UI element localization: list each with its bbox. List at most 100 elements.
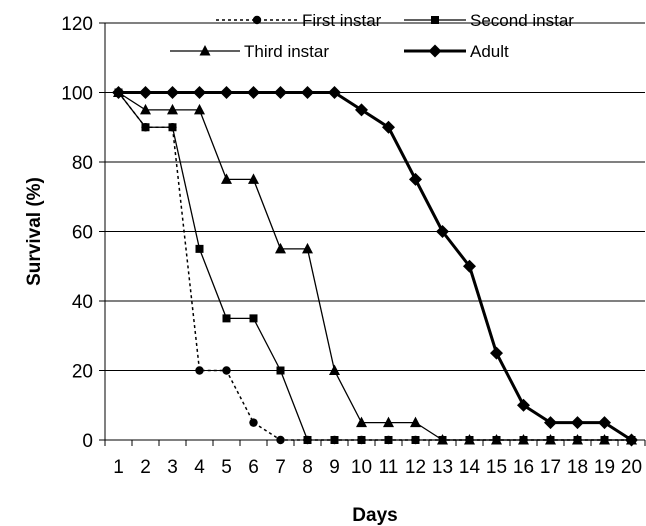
legend-marker-adult (428, 44, 442, 58)
x-tick-label: 7 (275, 457, 286, 478)
data-point-third-instar (302, 242, 313, 254)
data-point-third-instar (410, 416, 421, 428)
series-line-adult (118, 91, 633, 442)
x-tick-label: 3 (167, 457, 178, 478)
data-point-adult (571, 416, 584, 430)
data-point-third-instar (329, 364, 340, 375)
legend-label-second-instar: Second instar (470, 11, 574, 30)
x-tick-label: 2 (140, 457, 151, 478)
data-point-first-instar (276, 435, 285, 445)
x-tick-label: 17 (540, 457, 561, 478)
data-point-second-instar (141, 123, 150, 132)
x-tick-label: 14 (459, 457, 481, 478)
data-point-second-instar (384, 436, 393, 444)
y-tick-label: 100 (61, 84, 93, 105)
data-point-adult (112, 86, 125, 99)
data-series (112, 86, 638, 447)
x-axis-title: Days (352, 505, 397, 526)
legend-marker-first-instar (252, 15, 262, 25)
x-tick-label: 5 (221, 457, 232, 478)
x-tick-label: 9 (329, 457, 340, 478)
data-point-adult (382, 120, 395, 134)
y-axis-ticks: 0 20 40 60 80 100 120 (61, 14, 105, 452)
data-point-adult (625, 433, 638, 447)
legend-item-adult: Adult (404, 42, 509, 61)
data-point-third-instar (437, 434, 448, 445)
data-point-third-instar (491, 434, 502, 445)
x-tick-label: 10 (351, 457, 372, 478)
y-axis-title: Survival (%) (24, 177, 45, 286)
data-point-third-instar (275, 242, 286, 254)
data-point-first-instar (222, 366, 231, 375)
x-tick-label: 6 (248, 457, 259, 478)
data-point-third-instar (464, 434, 475, 445)
data-point-adult (301, 86, 314, 99)
data-point-adult (517, 398, 530, 412)
data-point-second-instar (303, 436, 312, 444)
data-point-adult (166, 86, 179, 99)
legend-marker-second-instar (431, 16, 439, 24)
legend-label-third-instar: Third instar (244, 42, 329, 61)
data-point-third-instar (221, 173, 232, 184)
data-point-adult (139, 86, 152, 99)
data-point-third-instar (167, 103, 178, 115)
data-point-second-instar (222, 314, 231, 323)
data-point-adult (598, 416, 611, 430)
series-adult (112, 86, 638, 447)
x-tick-label: 20 (621, 457, 642, 478)
series-line-first-instar (117, 92, 632, 441)
x-tick-label: 4 (194, 457, 205, 478)
data-point-third-instar (599, 434, 610, 445)
x-tick-label: 16 (513, 457, 534, 478)
legend-label-first-instar: First instar (302, 11, 382, 30)
data-point-adult (247, 86, 260, 99)
series-third-instar (113, 86, 637, 445)
x-tick-label: 11 (379, 457, 399, 478)
legend-item-second-instar: Second instar (404, 11, 574, 30)
data-point-second-instar (249, 314, 258, 323)
data-point-first-instar (195, 366, 204, 375)
data-point-third-instar (383, 416, 394, 428)
gridlines (105, 22, 645, 371)
legend-marker-third-instar (199, 45, 211, 56)
y-tick-label: 60 (72, 223, 93, 244)
x-tick-label: 15 (486, 457, 507, 478)
data-point-adult (463, 259, 476, 273)
y-tick-label: 0 (82, 431, 93, 452)
data-point-adult (193, 86, 206, 99)
data-point-adult (328, 86, 341, 99)
x-tick-label: 1 (113, 457, 124, 478)
series-line-third-instar (118, 91, 632, 441)
data-point-third-instar (356, 416, 367, 428)
y-tick-label: 80 (72, 153, 93, 174)
data-point-first-instar (249, 418, 258, 427)
series-line-second-instar (117, 92, 632, 441)
data-point-third-instar (140, 103, 151, 115)
data-point-third-instar (545, 434, 556, 445)
data-point-second-instar (330, 436, 339, 444)
data-point-adult (436, 225, 449, 238)
data-point-third-instar (248, 173, 259, 184)
data-point-third-instar (194, 103, 205, 115)
data-point-adult (220, 86, 233, 99)
data-point-adult (409, 172, 422, 186)
data-point-adult (274, 86, 287, 99)
data-point-adult (490, 346, 503, 360)
x-tick-label: 19 (594, 457, 615, 478)
y-tick-label: 20 (72, 362, 93, 383)
x-tick-label: 13 (432, 457, 453, 478)
data-point-second-instar (195, 244, 204, 253)
series-first-instar (114, 88, 636, 445)
data-point-third-instar (518, 434, 529, 445)
data-point-second-instar (276, 366, 285, 375)
data-point-adult (355, 103, 368, 117)
series-second-instar (114, 88, 636, 444)
data-point-second-instar (168, 123, 177, 132)
data-point-third-instar (572, 434, 583, 445)
legend: First instar Second instar Third instar Adu… (170, 11, 574, 61)
x-tick-label: 12 (405, 457, 426, 478)
legend-item-third-instar: Third instar (170, 42, 329, 61)
legend-item-first-instar: First instar (216, 11, 382, 30)
data-point-adult (544, 416, 557, 430)
